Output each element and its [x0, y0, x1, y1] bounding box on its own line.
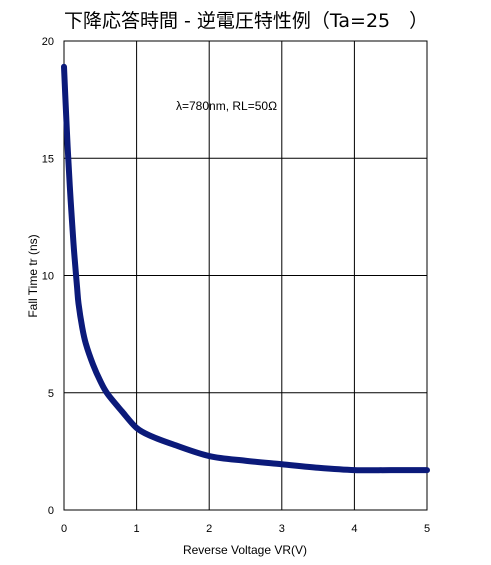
chart-title: 下降応答時間 - 逆電圧特性例（Ta=25 ）: [64, 10, 428, 32]
x-tick-label: 2: [206, 523, 212, 535]
x-tick-label: 5: [424, 523, 430, 535]
y-tick-label: 15: [42, 153, 54, 165]
y-tick-label: 20: [42, 36, 54, 48]
y-axis-ticks: 0 5 10 15 20: [42, 36, 54, 517]
grid: [64, 41, 427, 510]
x-tick-label: 3: [279, 523, 285, 535]
series-line: [61, 63, 430, 474]
y-tick-label: 0: [48, 505, 54, 517]
y-axis-label: Fall Time tr (ns): [26, 234, 40, 317]
x-tick-label: 1: [134, 523, 140, 535]
x-axis-label: Reverse Voltage VR(V): [183, 543, 307, 557]
y-tick-label: 10: [42, 271, 54, 283]
plot-frame: [63, 40, 428, 511]
x-axis-ticks: 0 1 2 3 4 5: [61, 523, 430, 535]
x-tick-label: 0: [61, 523, 67, 535]
x-tick-label: 4: [351, 523, 357, 535]
y-tick-label: 5: [48, 388, 54, 400]
chart-annotation: λ=780nm, RL=50Ω: [176, 99, 277, 113]
